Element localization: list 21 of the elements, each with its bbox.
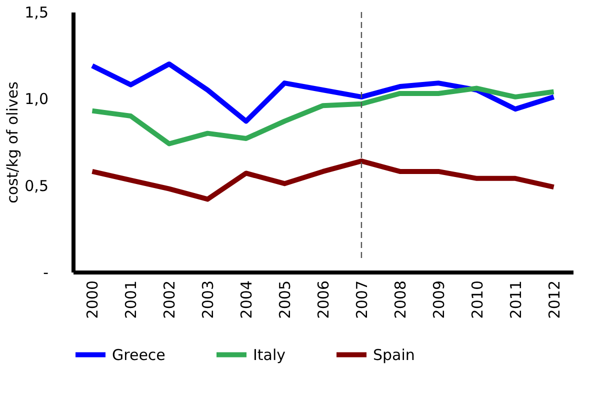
x-tick-label: 2000 [84, 280, 102, 319]
x-tick-label: 2011 [506, 280, 525, 319]
x-tick-label: 2004 [238, 280, 256, 319]
x-tick-label: 2007 [352, 280, 371, 319]
x-tick-label: 2006 [314, 280, 332, 319]
x-tick-label: 2002 [160, 280, 179, 319]
x-tick-label: 2001 [122, 280, 140, 319]
x-tick-label: 2012 [545, 280, 564, 319]
x-tick-label: 2010 [468, 280, 486, 319]
legend-label: Italy [253, 346, 286, 364]
x-tick-label: 2009 [430, 280, 448, 319]
y-tick-label: 1,5 [24, 4, 48, 22]
legend-label: Greece [112, 346, 166, 364]
y-tick-label: 0,5 [24, 176, 48, 195]
legend-label: Spain [373, 346, 415, 364]
y-tick-label: - [43, 264, 48, 282]
y-tick-label: 1,0 [24, 90, 48, 108]
x-tick-label: 2003 [199, 280, 218, 319]
x-tick-label: 2005 [276, 280, 294, 319]
y-axis-title: cost/kg of olives [4, 81, 22, 204]
x-tick-label: 2008 [391, 280, 410, 319]
